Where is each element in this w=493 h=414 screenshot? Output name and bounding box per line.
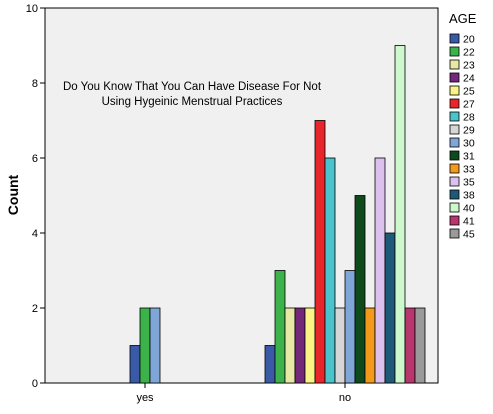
chart-title-line-1: Do You Know That You Can Have Disease Fo… (63, 81, 322, 93)
legend-swatch-age-35 (449, 176, 460, 187)
bar-no-age-23 (284, 307, 296, 384)
x-tick-label-no: no (339, 392, 351, 404)
legend-label-age-24: 24 (463, 73, 475, 85)
bar-no-age-33 (364, 307, 376, 384)
legend-swatch-age-40 (449, 202, 460, 213)
y-tick-label: 6 (32, 153, 38, 165)
legend-swatch-age-31 (449, 150, 460, 161)
legend-label-age-27: 27 (463, 99, 475, 111)
bar-no-age-38 (384, 232, 396, 384)
bar-yes-age-22 (139, 307, 151, 384)
legend-swatch-age-20 (449, 33, 460, 44)
bar-no-age-35 (374, 157, 386, 384)
legend-label-age-45: 45 (463, 229, 475, 241)
legend-label-age-41: 41 (463, 216, 475, 228)
legend-swatch-age-45 (449, 228, 460, 239)
bar-no-age-24 (294, 307, 306, 384)
bars-group (129, 45, 426, 384)
legend-label-age-23: 23 (463, 60, 475, 72)
y-tick-label: 2 (32, 303, 38, 315)
bar-yes-age-30 (149, 307, 161, 384)
legend-swatch-age-41 (449, 215, 460, 226)
y-tick-label: 0 (32, 378, 38, 390)
y-tick-label: 8 (32, 78, 38, 90)
legend-label-age-31: 31 (463, 151, 475, 163)
legend-swatch-age-29 (449, 124, 460, 135)
legend-swatch-age-23 (449, 59, 460, 70)
legend-swatch-age-27 (449, 98, 460, 109)
bar-yes-age-20 (129, 345, 141, 384)
x-axis: yes no (136, 383, 351, 404)
legend-swatch-age-30 (449, 137, 460, 148)
bar-no-age-40 (394, 45, 406, 384)
legend-label-age-38: 38 (463, 190, 475, 202)
legend-label-age-33: 33 (463, 164, 475, 176)
legend-swatch-age-25 (449, 85, 460, 96)
bar-no-age-45 (414, 307, 426, 384)
legend-label-age-29: 29 (463, 125, 475, 137)
legend-label-age-25: 25 (463, 86, 475, 98)
legend-label-age-30: 30 (463, 138, 475, 150)
bar-no-age-27 (314, 120, 326, 384)
legend-label-age-35: 35 (463, 177, 475, 189)
bar-no-age-28 (324, 157, 336, 384)
legend-label-age-28: 28 (463, 112, 475, 124)
chart-title-line-2: Using Hygeinic Menstrual Practices (102, 96, 283, 108)
legend-label-age-22: 22 (463, 47, 475, 59)
bar-no-age-20 (264, 345, 276, 384)
bar-no-age-29 (334, 307, 346, 384)
legend-title: AGE (449, 11, 477, 26)
bar-no-age-25 (304, 307, 316, 384)
bar-no-age-22 (274, 270, 286, 384)
x-tick-label-yes: yes (136, 392, 154, 404)
y-tick-label: 10 (26, 3, 38, 15)
bar-no-age-30 (344, 270, 356, 384)
y-axis-label: Count (5, 174, 21, 215)
legend-swatch-age-28 (449, 111, 460, 122)
legend-swatch-age-38 (449, 189, 460, 200)
bar-no-age-31 (354, 195, 366, 384)
legend-swatch-age-22 (449, 46, 460, 57)
bar-no-age-41 (404, 307, 416, 384)
legend-swatch-age-33 (449, 163, 460, 174)
legend-swatch-age-24 (449, 72, 460, 83)
y-tick-label: 4 (32, 228, 38, 240)
legend-label-age-40: 40 (463, 203, 475, 215)
legend-label-age-20: 20 (463, 34, 475, 46)
y-axis: 0 2 4 6 8 10 (26, 3, 45, 390)
